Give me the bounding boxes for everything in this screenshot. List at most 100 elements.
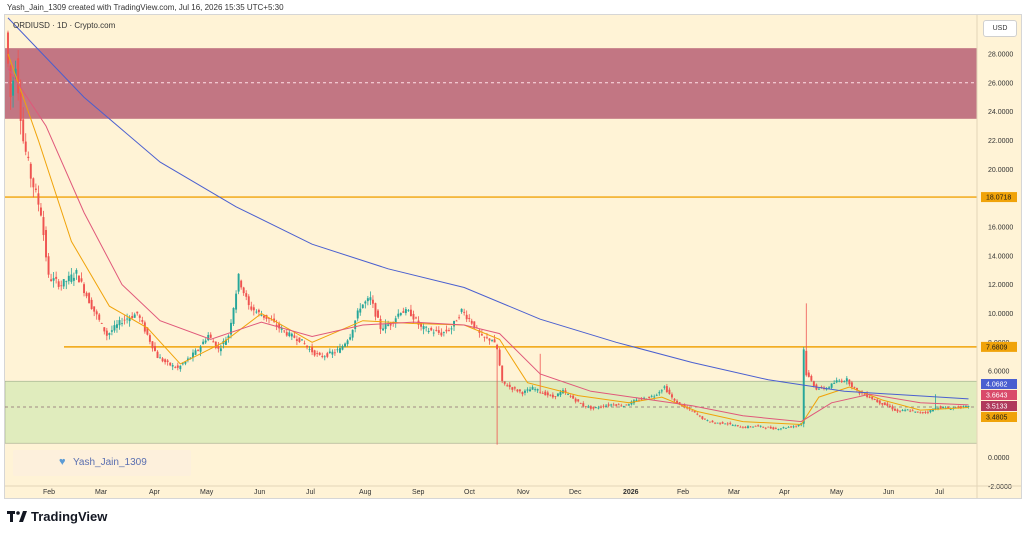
- candle-body: [650, 395, 653, 397]
- candle-body: [896, 409, 899, 412]
- candle-body: [95, 311, 98, 315]
- candle-body: [197, 350, 200, 351]
- candle-body: [397, 313, 400, 317]
- candle-body: [541, 393, 544, 394]
- candle-body: [156, 351, 159, 358]
- x-tick-label: Nov: [517, 489, 530, 496]
- candle-body: [24, 141, 27, 152]
- candle-body: [138, 315, 141, 318]
- x-tick-label: Jun: [883, 489, 894, 496]
- candle-body: [171, 365, 174, 367]
- candle-body: [779, 428, 782, 430]
- candle-body: [164, 359, 167, 363]
- candle-body: [871, 396, 874, 400]
- candle-body: [440, 332, 443, 336]
- candle-body: [589, 406, 592, 409]
- candle-body: [374, 303, 377, 317]
- candle-body: [293, 335, 296, 338]
- candle-body: [250, 306, 253, 310]
- candle-body: [643, 397, 646, 399]
- price-tag-label: 3.6643: [986, 393, 1008, 400]
- candle-body: [894, 408, 896, 411]
- candle-body: [493, 339, 496, 343]
- candle-body: [574, 398, 577, 402]
- candle-body: [442, 331, 445, 333]
- candle-body: [351, 329, 354, 338]
- candle-body: [911, 410, 914, 412]
- y-tick-label: 10.0000: [988, 311, 1013, 318]
- candle-body: [518, 389, 521, 392]
- candle-body: [701, 416, 704, 419]
- candle-body: [108, 333, 111, 335]
- candle-body: [252, 307, 255, 311]
- candle-body: [151, 341, 154, 349]
- candle-body: [60, 285, 63, 287]
- candle-body: [759, 425, 762, 427]
- level-price-tag: [981, 341, 1017, 352]
- chart-frame[interactable]: 28.0000 26.0000 24.0000 22.0000 20.0000 16.00…: [4, 14, 1022, 499]
- candle-body: [579, 402, 582, 404]
- candle-body: [741, 427, 744, 429]
- candle-body: [174, 366, 177, 368]
- candle-body: [437, 330, 440, 333]
- candle-body: [817, 388, 820, 390]
- price-chart[interactable]: 28.0000 26.0000 24.0000 22.0000 20.0000 16.00…: [5, 15, 1021, 498]
- price-tag-label: 4.0682: [986, 382, 1008, 389]
- candle-body: [121, 323, 124, 325]
- candle-body: [676, 400, 678, 404]
- candle-body: [237, 273, 240, 292]
- zone-support: [5, 380, 978, 444]
- candle-body: [295, 339, 298, 341]
- candle-body: [498, 349, 501, 366]
- candle-body: [90, 299, 93, 310]
- candle-body: [192, 352, 194, 358]
- candle-body: [648, 396, 651, 399]
- currency-button[interactable]: USD: [983, 20, 1017, 37]
- candle-body: [790, 426, 793, 428]
- candle-body: [453, 320, 455, 327]
- candle-body: [331, 351, 334, 355]
- candle-body: [105, 330, 108, 336]
- candle-body: [924, 412, 927, 413]
- candle-body: [39, 207, 42, 216]
- price-tag: [981, 401, 1017, 411]
- price-tag: [981, 390, 1017, 400]
- x-tick-label: Mar: [728, 489, 741, 496]
- candle-body: [635, 399, 638, 401]
- candle-body: [83, 284, 85, 294]
- candle-body: [323, 356, 326, 358]
- candle-body: [511, 387, 514, 390]
- candle-body: [845, 378, 848, 382]
- candle-body: [356, 310, 359, 319]
- candle-body: [572, 395, 575, 399]
- y-tick-label: -2.0000: [988, 484, 1012, 491]
- y-tick-label: 16.0000: [988, 224, 1013, 231]
- candle-body: [516, 389, 519, 392]
- candle-body: [665, 386, 668, 393]
- candle-body: [422, 326, 425, 330]
- candle-body: [592, 406, 595, 409]
- candle-body: [230, 322, 232, 335]
- candle-body: [17, 58, 20, 94]
- candle-body: [328, 351, 331, 354]
- time-axis: Feb Mar Apr May Jun Jul Aug Sep Oct Nov Dec 2026 Feb…: [5, 485, 1021, 496]
- x-tick-label: Apr: [149, 489, 161, 496]
- level-price-label: 18.0718: [986, 195, 1011, 202]
- author-watermark: ♥ Yash_Jain_1309: [13, 450, 191, 476]
- candle-body: [176, 365, 179, 368]
- candle-body: [855, 388, 858, 391]
- candle-body: [37, 193, 40, 205]
- candle-body: [425, 326, 428, 328]
- candle-body: [556, 393, 559, 397]
- candle-body: [404, 309, 407, 314]
- candle-body: [235, 293, 238, 310]
- candle-body: [12, 80, 15, 96]
- candle-body: [949, 409, 952, 410]
- candle-body: [480, 334, 483, 336]
- candle-body: [774, 428, 777, 429]
- candle-body: [77, 275, 80, 283]
- candle-body: [863, 393, 866, 395]
- candle-body: [503, 381, 506, 384]
- candle-body: [389, 323, 392, 326]
- candle-body: [868, 396, 871, 398]
